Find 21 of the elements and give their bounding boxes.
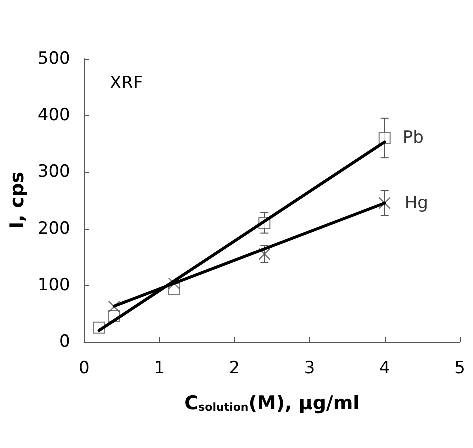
y-tick-label: 500 bbox=[38, 49, 70, 69]
point bbox=[258, 248, 271, 260]
x-axis-title: Csolution(M), μg/ml bbox=[184, 392, 360, 414]
x-tick-label: 5 bbox=[454, 358, 466, 378]
y-tick-label: 400 bbox=[38, 106, 70, 126]
x-tick-label: 2 bbox=[229, 358, 240, 378]
y-tick-label: 100 bbox=[38, 275, 70, 296]
x-tick-label: 1 bbox=[154, 358, 165, 378]
point bbox=[108, 300, 120, 314]
y-tick-label: 300 bbox=[38, 162, 70, 182]
point bbox=[378, 132, 391, 144]
y-axis-title: I, cps bbox=[6, 172, 28, 230]
x-tick-label: 4 bbox=[379, 358, 390, 378]
x-tick-label: 0 bbox=[78, 358, 90, 378]
series-label: Pb bbox=[402, 128, 424, 148]
y-tick-label: 0 bbox=[60, 332, 70, 352]
annotation: XRF bbox=[110, 74, 144, 94]
x-tick-label: 3 bbox=[304, 358, 316, 378]
y-tick-label: 200 bbox=[38, 218, 70, 239]
point bbox=[378, 197, 391, 210]
series-label: Hg bbox=[404, 193, 428, 214]
